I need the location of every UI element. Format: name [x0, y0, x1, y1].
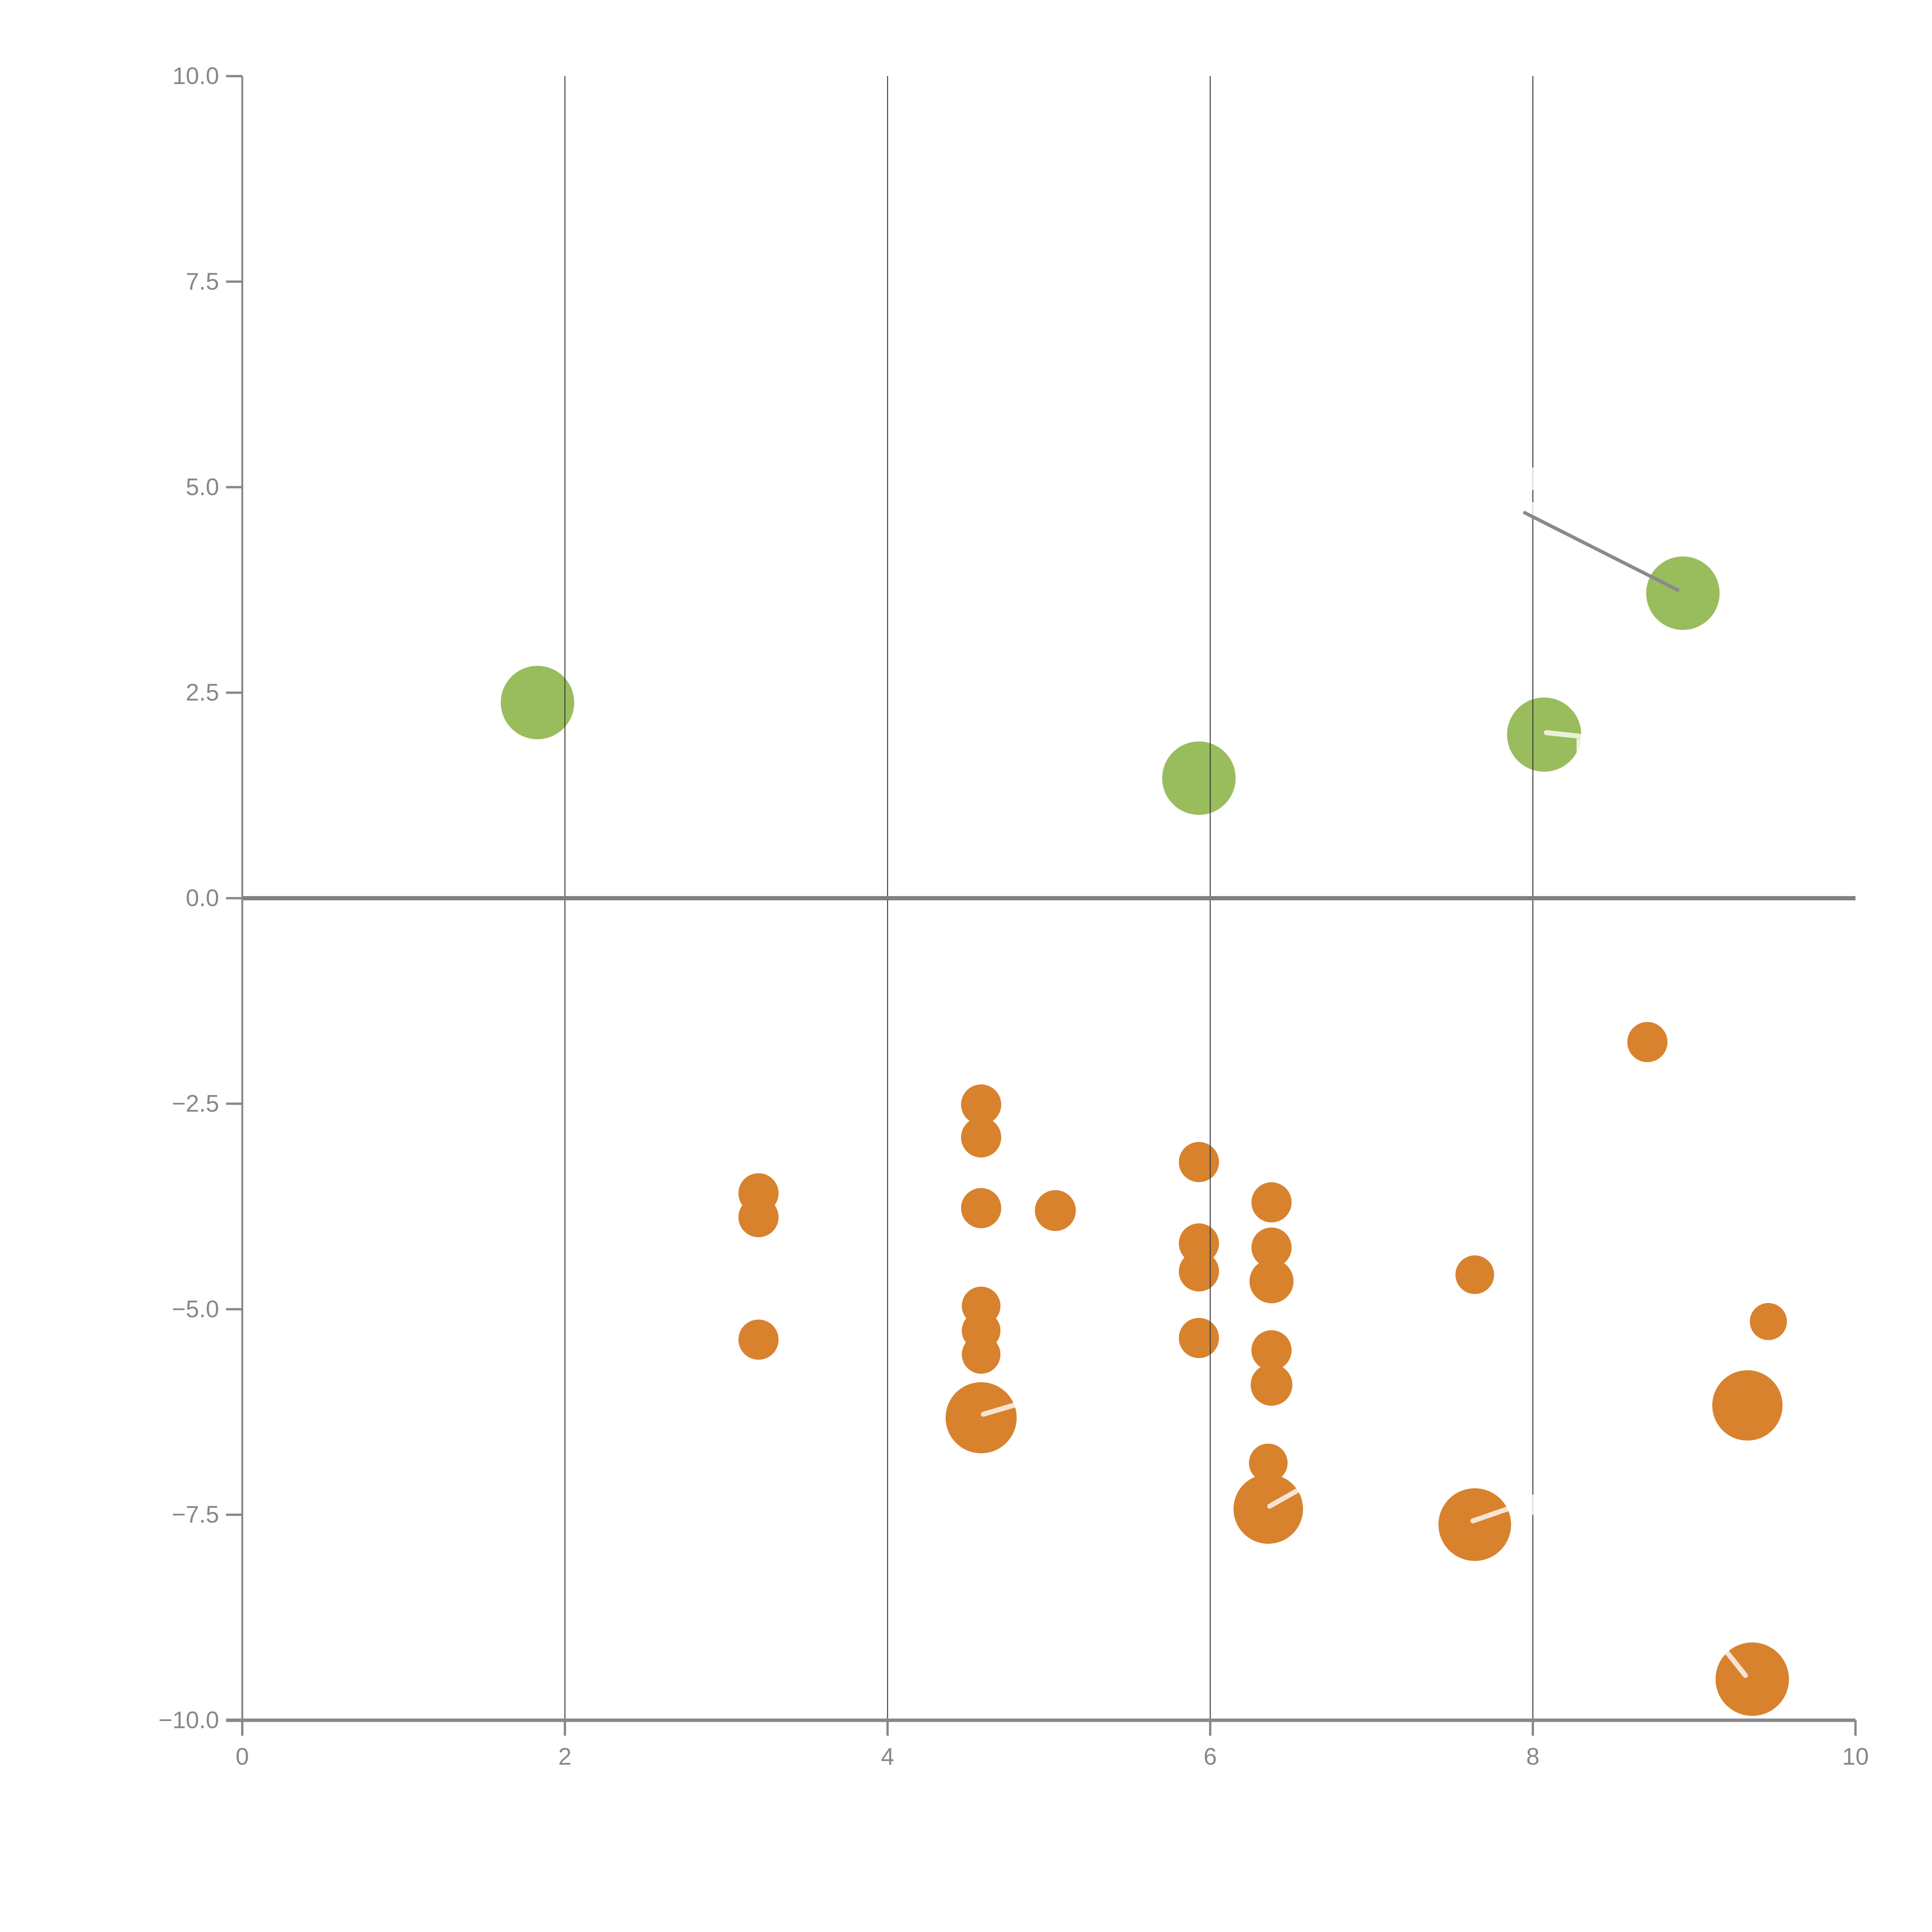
bubble-negative-orange	[1627, 1022, 1668, 1062]
tick-labels-layer: 10.0 7.5 5.0 2.5 0.0 −2.5 −5.0 −7.5 −10.0 0 2 4 6 8 10	[158, 63, 1869, 1770]
bubble-negative-orange	[1455, 1255, 1494, 1294]
y-tick-label: 5.0	[186, 474, 219, 500]
axes-layer	[226, 75, 1857, 1736]
bubble-negative-orange	[946, 1382, 1017, 1454]
x-tick-label: 0	[236, 1743, 249, 1770]
bubble-negative-orange	[961, 1084, 1002, 1125]
bubble-positive-green	[1507, 697, 1582, 772]
white-annotation-leader-line	[1267, 1483, 1308, 1509]
x-tick-label: 10	[1842, 1743, 1869, 1770]
y-tick-label: −10.0	[158, 1707, 219, 1734]
bubble-negative-orange	[1035, 1190, 1076, 1231]
bubble-negative-orange	[961, 1188, 1002, 1228]
bubble-negative-orange	[1233, 1474, 1303, 1544]
bubble-negative-orange	[962, 1335, 1001, 1374]
bubble-negative-orange	[1712, 1370, 1783, 1441]
x-tick-label: 4	[881, 1743, 894, 1770]
white-annotation-text-box	[1519, 1495, 1611, 1515]
x-tick-label: 6	[1204, 1743, 1217, 1770]
bubble-negative-orange	[1179, 1318, 1219, 1358]
white-annotation-text-box	[1309, 1478, 1386, 1496]
bubble-negative-orange	[738, 1319, 779, 1360]
bubble-positive-green	[1646, 556, 1720, 630]
gray-annotation-leader-line	[1523, 511, 1680, 592]
white-annotation-leader-line	[1544, 730, 1585, 739]
bubble-negative-orange	[1251, 1182, 1292, 1223]
y-tick-label: −7.5	[172, 1502, 219, 1528]
bubble-negative-orange	[738, 1197, 779, 1237]
bubble-negative-orange	[1179, 1251, 1219, 1292]
bubble-positive-green	[1162, 741, 1236, 815]
white-annotation-leader-line	[1717, 1640, 1748, 1678]
y-tick-label: 0.0	[186, 885, 219, 912]
white-annotation-text-box	[1521, 468, 1637, 490]
bubble-negative-orange	[1250, 1364, 1293, 1406]
bubble-positive-green	[501, 666, 575, 740]
white-annotation-leader-line	[1470, 1503, 1518, 1524]
bubble-negative-orange	[1750, 1303, 1787, 1340]
y-tick-label: 2.5	[186, 679, 219, 706]
bubble-negative-orange	[1249, 1444, 1288, 1483]
white-annotation-text-box	[1521, 502, 1637, 518]
bubble-negative-orange	[1179, 1223, 1219, 1264]
bubble-negative-orange	[1251, 1227, 1292, 1268]
x-tick-label: 2	[558, 1743, 571, 1770]
y-tick-label: 7.5	[186, 268, 219, 295]
y-tick-label: −2.5	[172, 1090, 219, 1117]
x-tick-label: 8	[1526, 1743, 1539, 1770]
white-annotation-text-box	[1577, 739, 1669, 759]
bubble-negative-orange	[1438, 1488, 1511, 1561]
bubble-negative-orange	[1179, 1142, 1219, 1182]
annotations-layer	[981, 468, 1748, 1678]
bubble-negative-orange	[961, 1117, 1002, 1158]
y-tick-label: −5.0	[172, 1296, 219, 1323]
bubbles-layer	[501, 556, 1789, 1716]
white-annotation-leader-line	[981, 1400, 1027, 1417]
bubble-negative-orange	[1249, 1259, 1294, 1303]
y-tick-label: 10.0	[172, 63, 219, 90]
bubble-negative-orange	[1251, 1330, 1292, 1371]
